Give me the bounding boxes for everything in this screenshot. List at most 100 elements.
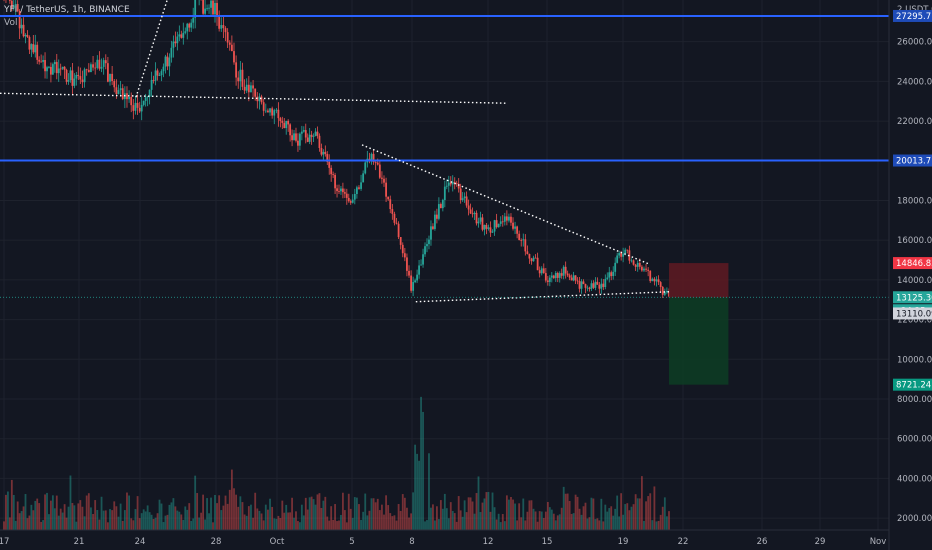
candle-body — [632, 260, 635, 265]
volume-bar — [570, 513, 573, 530]
volume-bar — [449, 502, 452, 530]
volume-bar — [136, 496, 139, 530]
volume-bar — [241, 502, 244, 530]
volume-bar — [8, 517, 11, 530]
candle-body — [75, 74, 78, 79]
candle-body — [65, 69, 68, 82]
candle-body — [479, 217, 482, 222]
candle-body — [416, 274, 418, 281]
candle-body — [150, 79, 153, 90]
volume-bar — [90, 507, 92, 530]
volume-bar — [142, 509, 145, 530]
volume-bar — [643, 520, 645, 530]
volume-bar — [604, 504, 607, 530]
volume-bar — [154, 517, 157, 530]
candle-body — [73, 78, 76, 86]
volume-bar — [443, 493, 446, 530]
candle-body — [376, 162, 379, 165]
volume-bar — [210, 497, 212, 530]
candle-body — [111, 73, 114, 82]
volume-bar — [489, 511, 492, 530]
candle-body — [239, 69, 242, 82]
volume-bar — [568, 500, 571, 530]
volume-bar — [387, 505, 390, 530]
volume-bar — [574, 494, 577, 530]
candle-body — [184, 31, 187, 33]
volume-bar — [437, 519, 440, 530]
candle-body — [126, 93, 128, 100]
candle-body — [85, 69, 88, 71]
volume-bar — [168, 504, 171, 530]
candle-body — [138, 107, 141, 112]
candle-body — [51, 64, 54, 75]
volume-bar — [626, 503, 629, 530]
volume-bar — [188, 503, 191, 530]
candle-body — [378, 164, 381, 178]
candle-body — [397, 223, 400, 238]
candle-body — [247, 84, 250, 93]
candle-body — [540, 268, 543, 274]
volume-bar — [493, 507, 496, 530]
volume-bar — [447, 518, 450, 530]
volume-bar — [100, 496, 103, 530]
volume-bar — [46, 492, 48, 530]
candle-body — [640, 266, 643, 271]
volume-bar — [20, 511, 23, 530]
candle-body — [226, 32, 229, 43]
volume-bar — [414, 444, 417, 530]
candle-body — [395, 222, 398, 224]
candle-body — [443, 186, 446, 201]
candle-body — [194, 0, 197, 18]
volume-bar — [16, 501, 19, 530]
volume-bar — [138, 518, 141, 530]
candle-body — [117, 90, 120, 94]
candle-body — [208, 7, 210, 9]
volume-bar — [332, 519, 335, 530]
volume-bar — [364, 493, 367, 530]
candle-body — [136, 102, 139, 108]
candle-body — [57, 68, 60, 74]
volume-bar — [24, 494, 27, 530]
volume-bar — [420, 396, 422, 530]
candle-body — [657, 279, 660, 283]
candle-body — [206, 8, 208, 10]
volume-bar — [214, 494, 216, 530]
volume-bar — [524, 520, 527, 530]
volume-bar — [308, 497, 311, 530]
volume-bar — [102, 510, 105, 530]
candle-body — [304, 130, 307, 138]
volume-bar — [659, 514, 662, 530]
candle-body — [584, 284, 587, 288]
y-tick-label: 24000.00 — [897, 77, 932, 87]
volume-bar — [160, 503, 163, 530]
stop-price-label: 14846.83 — [896, 259, 932, 269]
candle-body — [548, 277, 551, 282]
candle-body — [499, 221, 502, 224]
candle-body — [92, 64, 94, 68]
volume-bar — [600, 498, 603, 530]
volume-bar — [140, 513, 143, 530]
volume-bar — [362, 511, 365, 530]
candle-body — [326, 153, 329, 162]
candle-body — [224, 28, 227, 33]
candle-body — [590, 283, 593, 289]
candle-body — [178, 34, 181, 37]
candle-body — [655, 279, 658, 282]
volume-bar — [612, 515, 615, 530]
volume-bar — [338, 520, 340, 530]
candle-body — [530, 258, 533, 262]
candle-body — [302, 130, 305, 132]
candle-body — [142, 100, 145, 105]
candle-body — [580, 281, 583, 289]
volume-bar — [77, 503, 80, 530]
volume-bar — [115, 506, 118, 530]
candle-body — [451, 181, 454, 185]
candle-body — [424, 246, 426, 255]
volume-bar — [455, 521, 458, 530]
candle-body — [38, 59, 41, 62]
candle-body — [606, 277, 609, 279]
candle-body — [544, 273, 547, 281]
candle-body — [538, 270, 541, 274]
